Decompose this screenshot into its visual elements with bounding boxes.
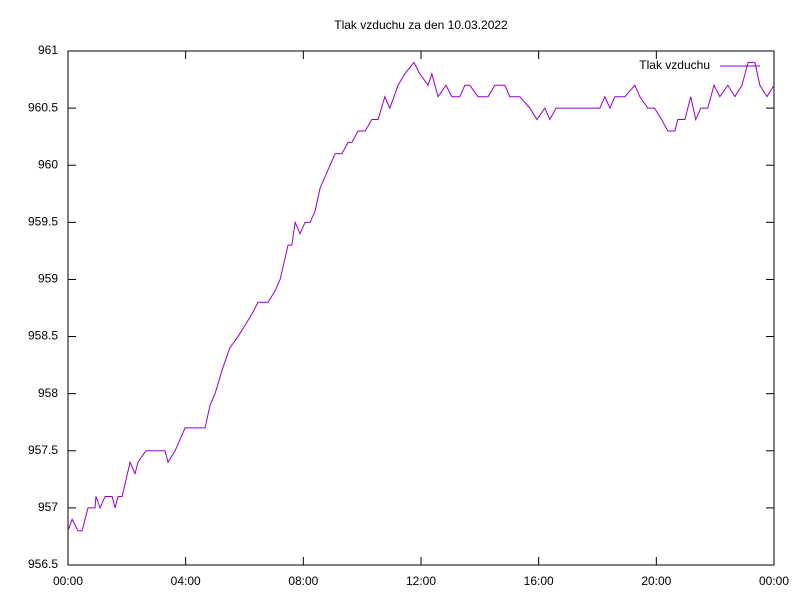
x-tick-label: 12:00: [406, 574, 436, 588]
y-tick-label: 960: [38, 157, 58, 171]
legend-label: Tlak vzduchu: [639, 58, 710, 72]
chart-title: Tlak vzduchu za den 10.03.2022: [334, 18, 508, 32]
y-tick-label: 956.5: [28, 557, 58, 571]
y-tick-label: 958.5: [28, 329, 58, 343]
y-tick-label: 960.5: [28, 100, 58, 114]
x-tick-label: 04:00: [171, 574, 201, 588]
y-tick-label: 959: [38, 272, 58, 286]
x-tick-label: 16:00: [524, 574, 554, 588]
y-tick-label: 957: [38, 500, 58, 514]
y-tick-label: 959.5: [28, 215, 58, 229]
data-line: [67, 61, 775, 532]
x-tick-label: 08:00: [288, 574, 318, 588]
x-tick-label: 20:00: [641, 574, 671, 588]
y-tick-label: 961: [38, 43, 58, 57]
x-tick-label: 00:00: [759, 574, 789, 588]
y-tick-label: 958: [38, 386, 58, 400]
y-tick-label: 957.5: [28, 443, 58, 457]
x-tick-label: 00:00: [53, 574, 83, 588]
